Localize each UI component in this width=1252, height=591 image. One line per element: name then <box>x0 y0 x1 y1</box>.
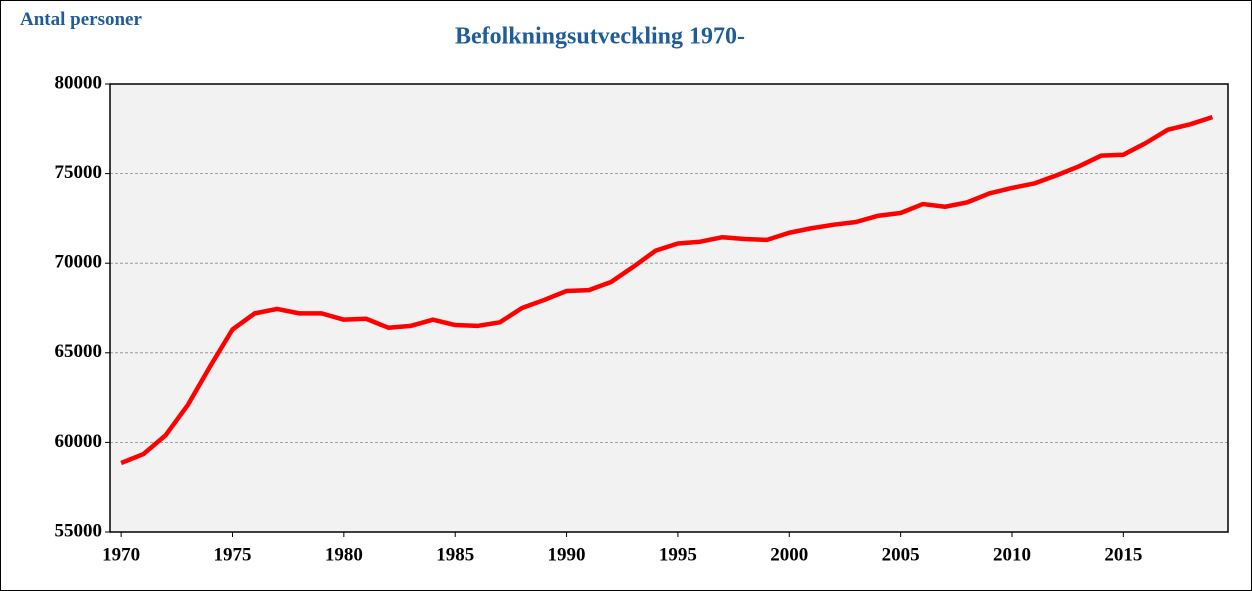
x-tick-label: 1975 <box>213 544 251 565</box>
x-tick-label: 1990 <box>548 544 586 565</box>
x-tick-label: 2000 <box>770 544 808 565</box>
y-tick-label: 55000 <box>55 520 103 541</box>
y-tick-label: 60000 <box>55 431 103 452</box>
x-tick-label: 1980 <box>325 544 363 565</box>
x-tick-label: 1995 <box>659 544 697 565</box>
y-tick-label: 70000 <box>55 252 103 273</box>
y-tick-label: 65000 <box>55 341 103 362</box>
plot-area <box>110 84 1228 532</box>
y-tick-label: 80000 <box>55 72 103 93</box>
x-tick-label: 2005 <box>882 544 920 565</box>
plot-border <box>109 83 1229 533</box>
y-axis-title: Antal personer <box>20 9 142 30</box>
data-line <box>120 115 1214 466</box>
chart-title: Befolkningsutveckling 1970- <box>455 24 745 50</box>
x-tick-label: 1970 <box>102 544 140 565</box>
x-tick-label: 1985 <box>436 544 474 565</box>
x-tick-label: 2010 <box>993 544 1031 565</box>
x-tick-label: 2015 <box>1104 544 1142 565</box>
y-tick-label: 75000 <box>55 162 103 183</box>
